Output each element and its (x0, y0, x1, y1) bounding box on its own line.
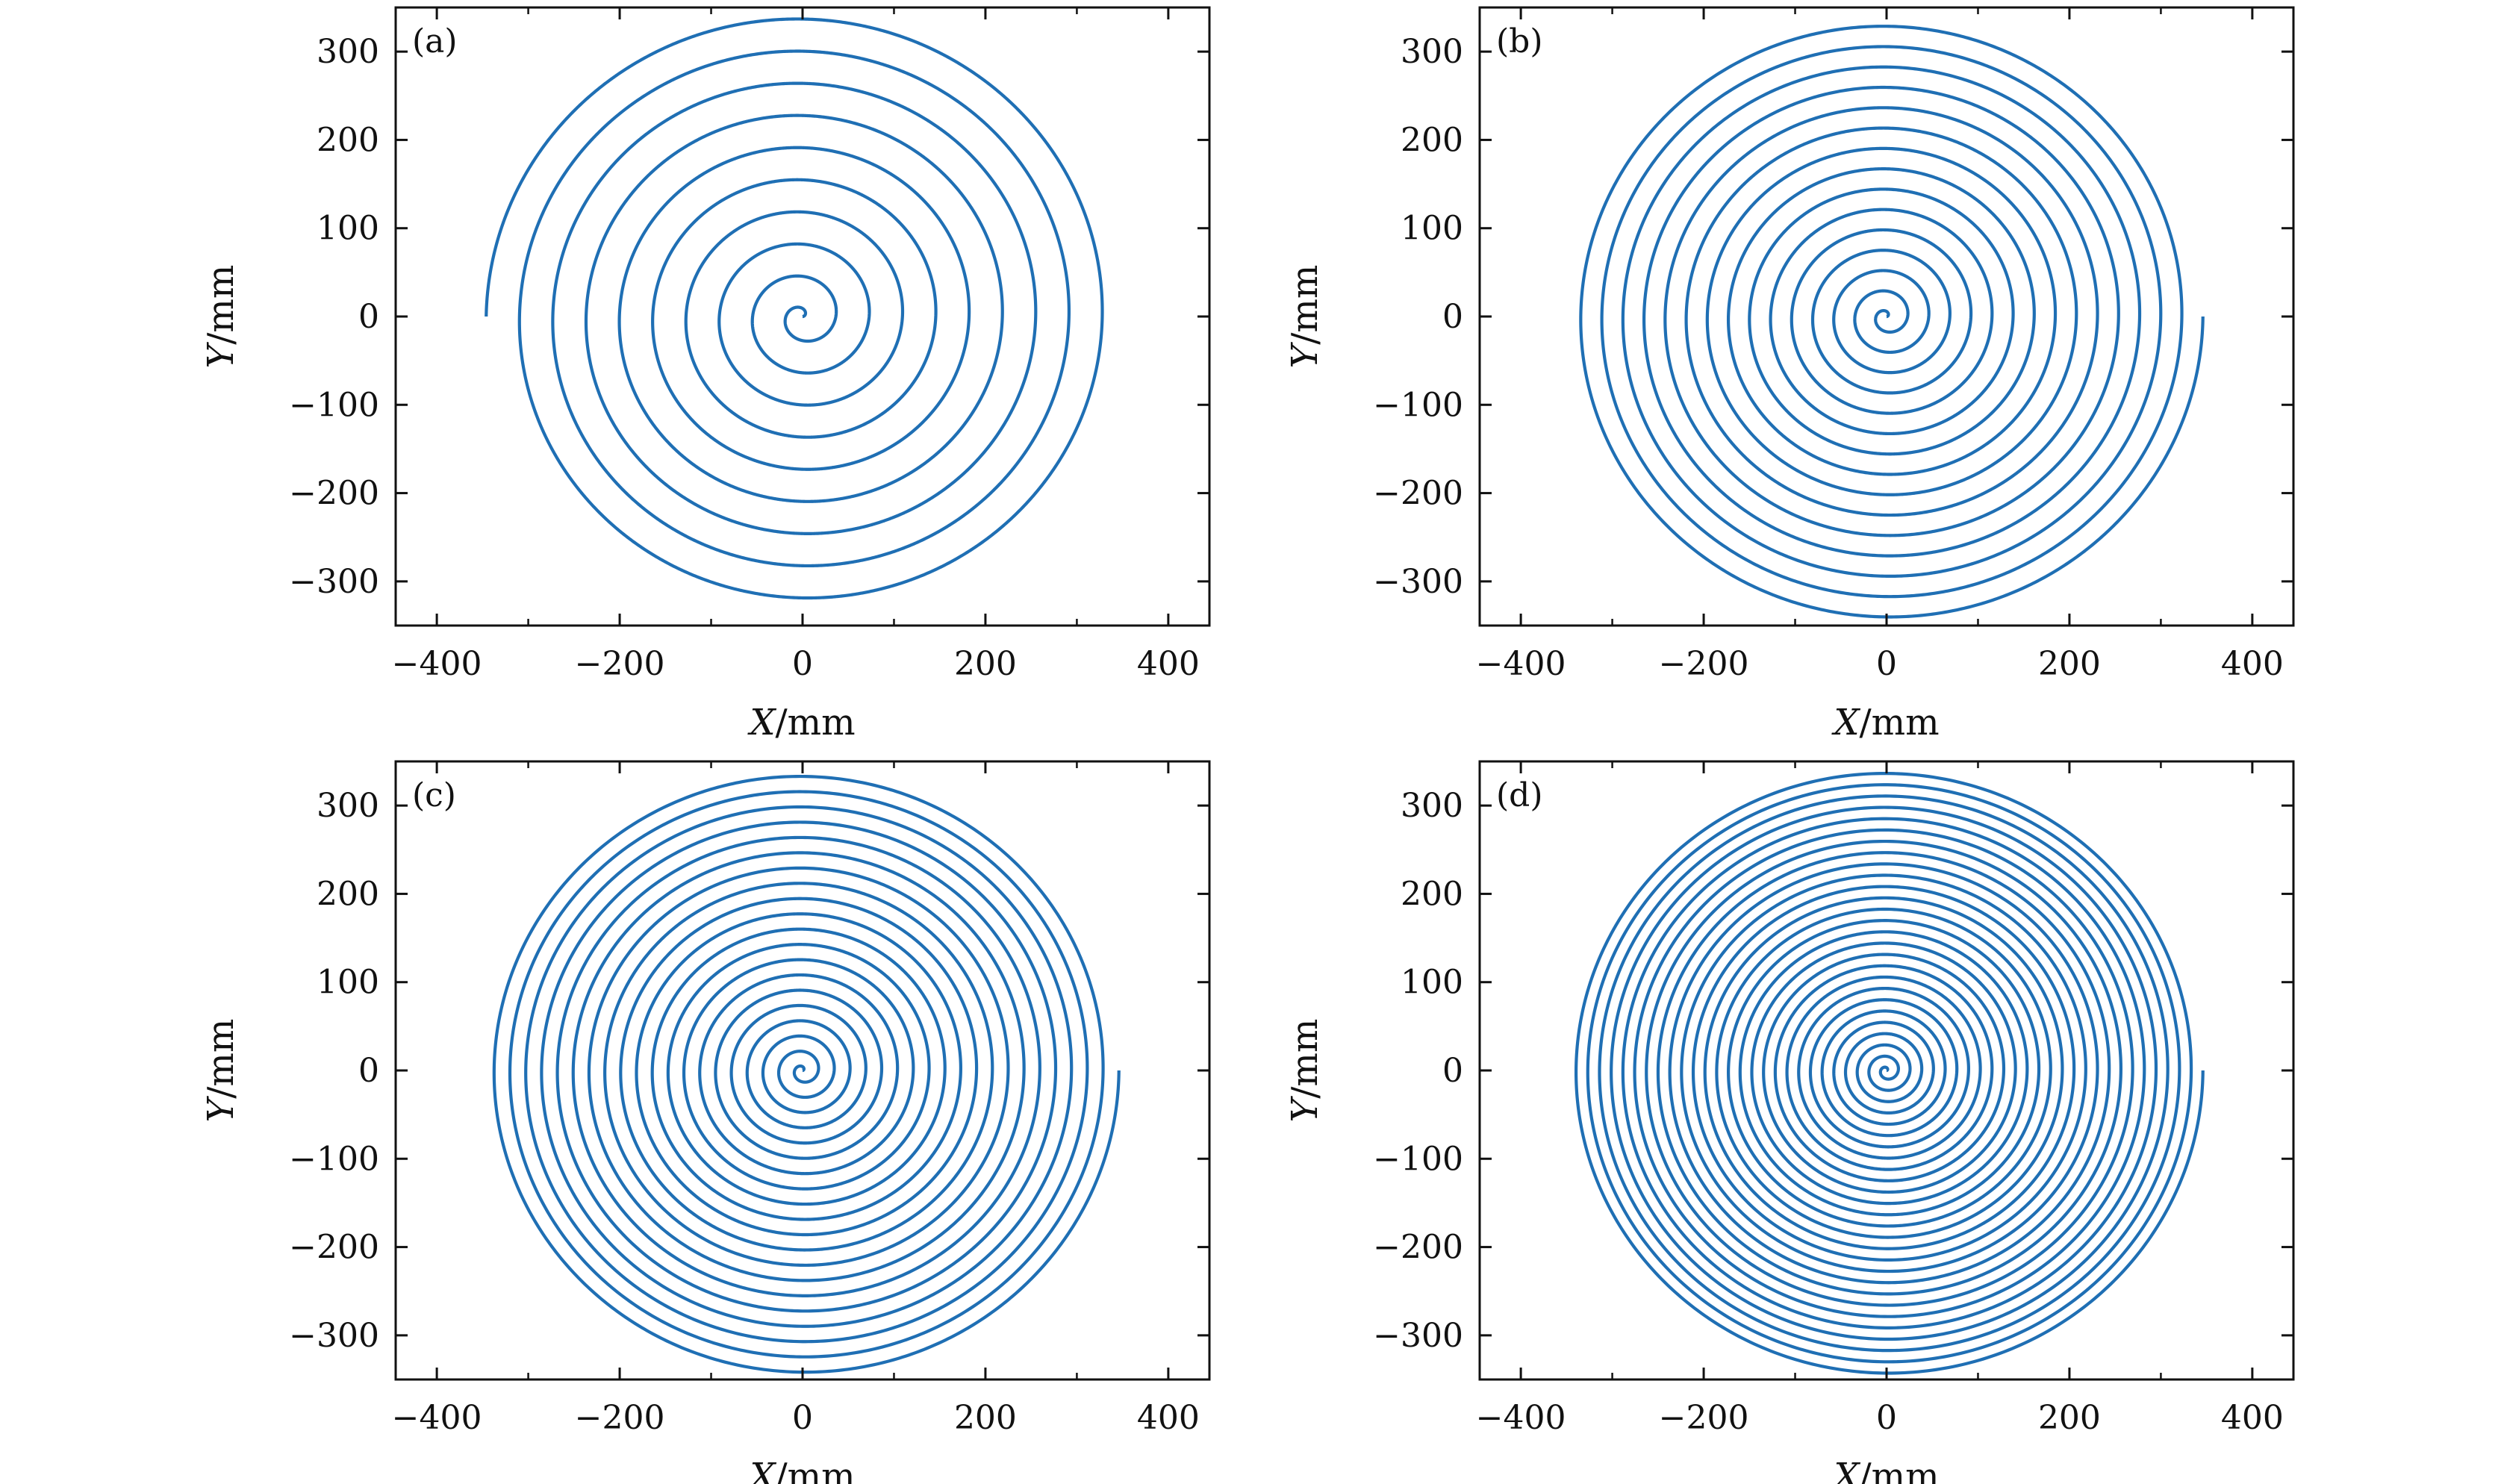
x-tick-label: 0 (792, 1399, 813, 1437)
y-tick-label: −200 (289, 1229, 379, 1267)
y-tick-label: −200 (1373, 475, 1463, 513)
x-tick-label: −400 (1476, 1399, 1566, 1437)
x-tick-label: 200 (954, 645, 1017, 683)
y-tick-label: −300 (289, 1317, 379, 1355)
y-axis-label: Y/mm (1284, 265, 1326, 369)
y-tick-label: 200 (317, 121, 379, 159)
y-tick-label: 300 (317, 787, 379, 825)
x-tick-label: 400 (2221, 645, 2284, 683)
spiral-series (1574, 771, 2205, 1375)
y-tick-label: 200 (1401, 121, 1463, 159)
y-tick-label: 200 (1401, 875, 1463, 913)
y-tick-label: −100 (289, 386, 379, 424)
y-axis-label: Y/mm (200, 265, 242, 369)
y-tick-label: 100 (317, 964, 379, 1002)
panel-1: −400 −200 0 200 400 −300 −200 −100 0 100 200 300 (a)… (200, 6, 1211, 743)
x-axis-label: X/mm (1831, 1456, 1939, 1484)
x-tick-label: −200 (1659, 1399, 1749, 1437)
x-tick-label: 400 (2221, 1399, 2284, 1437)
panel-4: −400 −200 0 200 400 −300 −200 −100 0 100 200 300 (d)… (1284, 760, 2295, 1484)
y-tick-label: −300 (1373, 1317, 1463, 1355)
y-tick-label: 100 (317, 210, 379, 248)
panel-2: −400 −200 0 200 400 −300 −200 −100 0 100 200 300 (b)… (1284, 6, 2295, 743)
y-tick-label: −200 (289, 475, 379, 513)
x-axis-label: X/mm (747, 702, 855, 743)
x-axis-label: X/mm (1831, 702, 1939, 743)
y-tick-label: 100 (1401, 964, 1463, 1002)
panel-label: (c) (412, 776, 456, 814)
panel-label: (b) (1496, 22, 1543, 60)
spiral-series (1579, 25, 2205, 619)
y-tick-label: 100 (1401, 210, 1463, 248)
panel-label: (a) (412, 22, 458, 60)
y-tick-label: 0 (1442, 298, 1463, 336)
x-tick-label: 200 (2038, 645, 2101, 683)
y-tick-label: 300 (317, 33, 379, 71)
y-tick-label: −300 (1373, 563, 1463, 601)
y-tick-label: −100 (1373, 1140, 1463, 1178)
x-tick-label: 400 (1137, 645, 1200, 683)
y-tick-label: −100 (289, 1140, 379, 1178)
y-tick-label: −100 (1373, 386, 1463, 424)
spiral-series (485, 17, 1104, 600)
x-tick-label: −400 (392, 1399, 482, 1437)
x-tick-label: 0 (792, 645, 813, 683)
x-tick-label: 0 (1876, 645, 1897, 683)
spiral-series (492, 774, 1121, 1374)
y-tick-label: 200 (317, 875, 379, 913)
y-tick-label: 300 (1401, 33, 1463, 71)
x-tick-label: −200 (1659, 645, 1749, 683)
y-tick-label: −200 (1373, 1229, 1463, 1267)
y-tick-label: 0 (358, 298, 379, 336)
x-tick-label: 200 (954, 1399, 1017, 1437)
x-tick-label: −400 (1476, 645, 1566, 683)
x-axis-label: X/mm (747, 1456, 855, 1484)
y-tick-label: 0 (358, 1052, 379, 1090)
x-tick-label: −200 (575, 645, 665, 683)
x-tick-label: −200 (575, 1399, 665, 1437)
y-axis-label: Y/mm (1284, 1019, 1326, 1123)
x-tick-label: 400 (1137, 1399, 1200, 1437)
x-tick-label: 200 (2038, 1399, 2101, 1437)
x-tick-label: −400 (392, 645, 482, 683)
panel-3: −400 −200 0 200 400 −300 −200 −100 0 100 200 300 (c)… (200, 760, 1211, 1484)
y-tick-label: 300 (1401, 787, 1463, 825)
y-tick-label: 0 (1442, 1052, 1463, 1090)
x-tick-label: 0 (1876, 1399, 1897, 1437)
y-axis-label: Y/mm (200, 1019, 242, 1123)
panel-label: (d) (1496, 776, 1543, 814)
y-tick-label: −300 (289, 563, 379, 601)
